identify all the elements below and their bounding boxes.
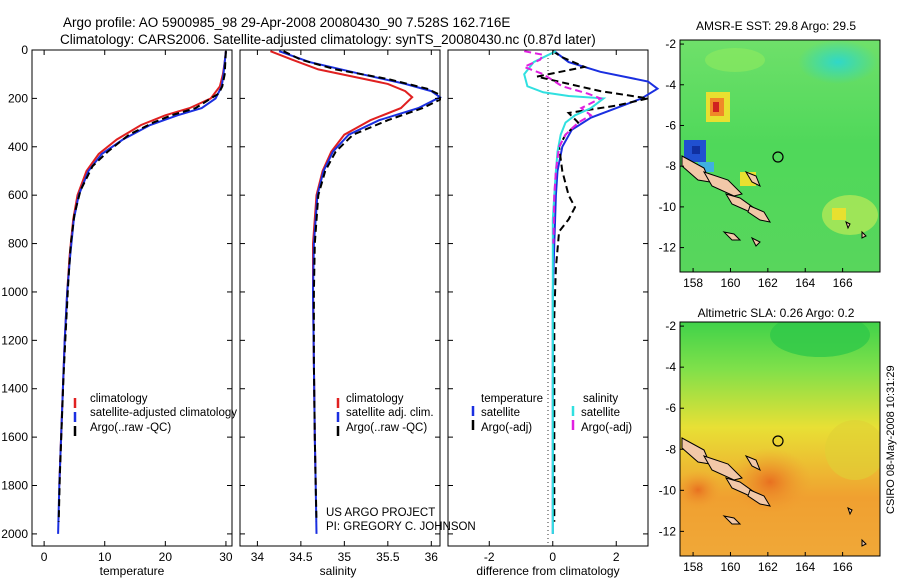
sst-lat-label-3: -8 (665, 159, 676, 173)
difference-legend-sal-argo: Argo(-adj) (581, 422, 632, 434)
difference-series-2 (523, 50, 607, 534)
difference-axis-label: difference from climatology (476, 564, 619, 578)
difference-legend-temp-argo: Argo(-adj) (481, 422, 532, 434)
temperature-series-0 (58, 51, 227, 486)
salinity-series-1 (278, 50, 442, 534)
temperature-legend-satellite: satellite-adjusted climatology (90, 407, 237, 419)
temperature-series-2 (57, 51, 227, 522)
temperature-xtick-label-2: 20 (159, 550, 173, 564)
sst-islands (681, 155, 867, 247)
salinity-xtick-label-3: 35.5 (376, 550, 400, 564)
temperature-ticks: 0 10 20 30 0 200 400 600 800 1000 1200 1400 1600 1800… (1, 43, 233, 564)
difference-legend-temp-satellite: satellite (481, 407, 520, 419)
figure-title-line-2: Climatology: CARS2006. Satellite-adjuste… (60, 32, 596, 47)
difference-legend: temperature salinity satellite Argo(-adj… (471, 393, 632, 434)
depth-tick-label-6: 1200 (1, 333, 28, 347)
sla-lon-label-2: 162 (758, 560, 778, 574)
credit-line-1: US ARGO PROJECT (326, 507, 435, 519)
sla-islands (681, 437, 867, 547)
depth-tick-label-5: 1000 (1, 285, 28, 299)
depth-tick-label-10: 2000 (1, 527, 28, 541)
sla-map-title: Altimetric SLA: 0.26 Argo: 0.2 (698, 306, 855, 320)
sst-argo-marker (772, 151, 784, 163)
figure-title-line-1: Argo profile: AO 5900985_98 29-Apr-2008 … (63, 15, 510, 30)
difference-xtick-label-2: 2 (613, 550, 620, 564)
difference-legend-temperature-title: temperature (481, 393, 543, 405)
salinity-xtick-label-1: 34.5 (289, 550, 313, 564)
temperature-xtick-label-1: 10 (98, 550, 112, 564)
sst-map-ticks: 158 160 162 164 166 -2 -4 -6 -8 -10 -12 (659, 37, 853, 290)
depth-tick-label-7: 1400 (1, 382, 28, 396)
sst-lat-label-4: -10 (659, 200, 677, 214)
difference-series-group (521, 50, 660, 534)
sst-lon-label-4: 166 (833, 276, 853, 290)
temperature-panel: 0 10 20 30 0 200 400 600 800 1000 1200 1400 1600 1800… (1, 43, 237, 578)
sst-lon-label-0: 158 (683, 276, 703, 290)
depth-tick-label-4: 800 (8, 237, 28, 251)
sst-map-title: AMSR-E SST: 29.8 Argo: 29.5 (696, 19, 856, 33)
difference-legend-salinity-title: salinity (583, 393, 618, 405)
sla-lat-label-3: -8 (665, 442, 676, 456)
temperature-legend-argo: Argo(..raw -QC) (90, 422, 171, 434)
difference-xtick-label-1: 0 (549, 550, 556, 564)
depth-tick-label-9: 1800 (1, 479, 28, 493)
sst-lat-label-5: -12 (659, 241, 677, 255)
salinity-xtick-label-0: 34 (251, 550, 265, 564)
sla-lon-label-4: 166 (833, 560, 853, 574)
sla-lon-label-1: 160 (720, 560, 740, 574)
sst-cool-patch (798, 40, 878, 84)
credit-line-2: PI: GREGORY C. JOHNSON (326, 521, 476, 533)
salinity-series-group (270, 50, 442, 534)
temperature-legend: climatology satellite-adjusted climatolo… (73, 393, 237, 436)
difference-legend-sal-satellite: satellite (581, 407, 620, 419)
sla-map-panel: Altimetric SLA: 0.26 Argo: 0.2 158 160 162… (659, 306, 881, 574)
temperature-legend-climatology: climatology (90, 393, 148, 405)
sst-lon-label-2: 162 (758, 276, 778, 290)
depth-tick-label-0: 0 (21, 43, 28, 57)
temperature-xtick-label-3: 30 (219, 550, 233, 564)
sla-high-patch (728, 448, 812, 516)
salinity-series-2 (283, 50, 441, 522)
depth-tick-label-1: 200 (8, 91, 28, 105)
difference-ticks: -2 0 2 (448, 49, 648, 564)
difference-series-3 (521, 50, 603, 244)
sla-lat-label-5: -12 (659, 524, 677, 538)
salinity-xtick-label-2: 35 (338, 550, 352, 564)
sst-lat-label-0: -2 (665, 37, 676, 51)
depth-tick-label-3: 600 (8, 188, 28, 202)
depth-tick-label-8: 1600 (1, 430, 28, 444)
temperature-series-1 (57, 51, 227, 534)
salinity-legend: climatology satellite adj. clim. Argo(..… (336, 393, 434, 436)
salinity-axis-label: salinity (320, 564, 357, 578)
sla-lat-label-1: -4 (665, 360, 676, 374)
sla-map-ticks: 158 160 162 164 166 -2 -4 -6 -8 -10 -12 (659, 319, 853, 574)
sla-lon-label-3: 164 (795, 560, 815, 574)
sla-lat-label-2: -6 (665, 401, 676, 415)
sla-lat-label-4: -10 (659, 483, 677, 497)
sst-lon-label-1: 160 (720, 276, 740, 290)
salinity-xtick-label-4: 36 (425, 550, 439, 564)
depth-tick-label-2: 400 (8, 140, 28, 154)
timestamp-label: CSIRO 08-May-2008 10:31:29 (885, 365, 897, 514)
difference-series-0 (551, 50, 660, 534)
salinity-legend-climatology: climatology (346, 393, 404, 405)
sla-lon-label-0: 158 (683, 560, 703, 574)
difference-xtick-label-0: -2 (484, 550, 495, 564)
salinity-ticks: 34 34.5 35 35.5 36 (240, 49, 440, 564)
difference-panel: -2 0 2 difference from climatology tempera… (447, 49, 660, 578)
sst-lat-label-1: -4 (665, 78, 676, 92)
salinity-panel: 34 34.5 35 35.5 36 salinity climatology sate… (239, 49, 476, 578)
salinity-legend-satellite: satellite adj. clim. (346, 407, 434, 419)
temperature-xtick-label-0: 0 (41, 550, 48, 564)
sla-lat-label-0: -2 (665, 319, 676, 333)
temperature-series-group (57, 51, 227, 534)
salinity-legend-argo: Argo(..raw -QC) (346, 422, 427, 434)
sst-lon-label-3: 164 (795, 276, 815, 290)
temperature-axis-label: temperature (100, 564, 165, 578)
sst-map-panel: AMSR-E SST: 29.8 Argo: 29.5 (659, 19, 881, 290)
sla-argo-marker (772, 435, 784, 447)
sst-lat-label-2: -6 (665, 118, 676, 132)
